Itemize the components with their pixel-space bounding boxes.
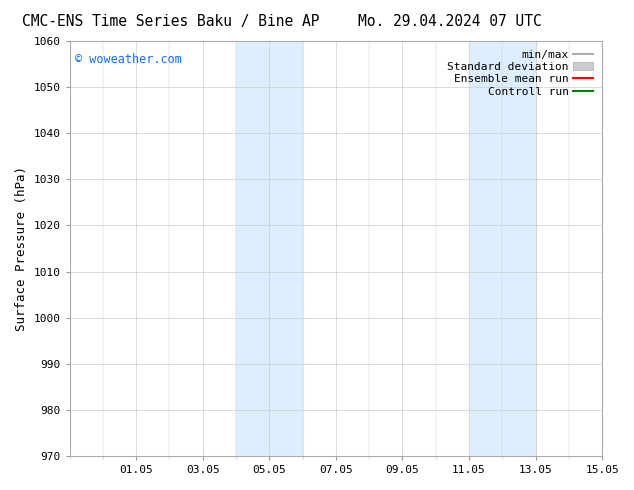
Y-axis label: Surface Pressure (hPa): Surface Pressure (hPa) xyxy=(15,166,28,331)
Bar xyxy=(236,41,302,456)
Legend: min/max, Standard deviation, Ensemble mean run, Controll run: min/max, Standard deviation, Ensemble me… xyxy=(444,47,597,100)
Text: Mo. 29.04.2024 07 UTC: Mo. 29.04.2024 07 UTC xyxy=(358,14,542,29)
Bar xyxy=(469,41,536,456)
Text: © woweather.com: © woweather.com xyxy=(75,53,182,67)
Text: CMC-ENS Time Series Baku / Bine AP: CMC-ENS Time Series Baku / Bine AP xyxy=(22,14,320,29)
